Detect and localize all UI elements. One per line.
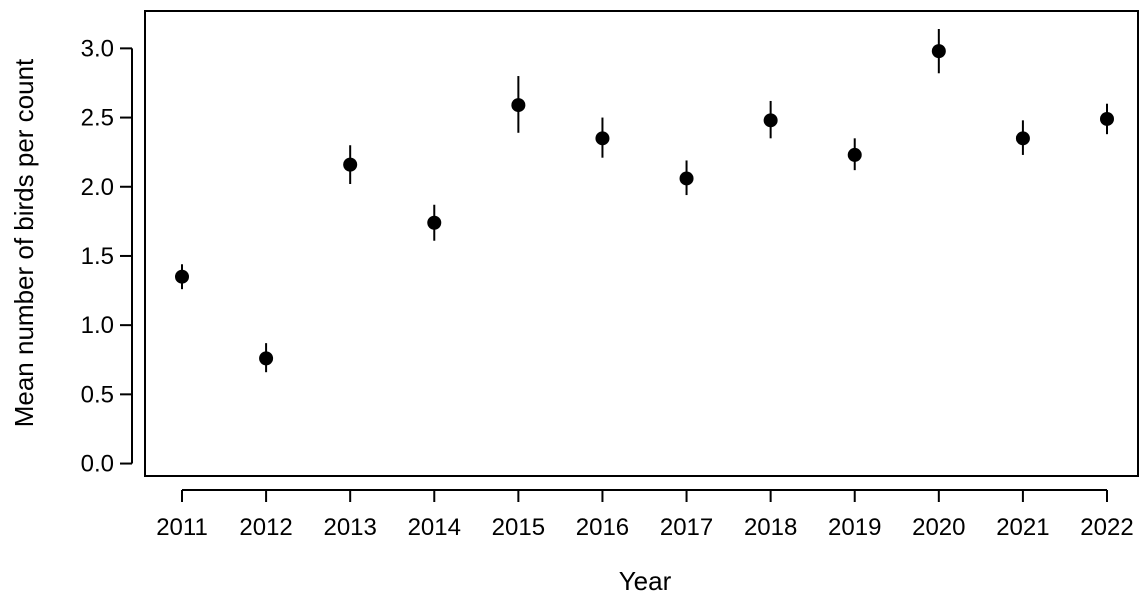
x-tick-label: 2014	[408, 514, 461, 541]
x-tick-label: 2021	[996, 514, 1049, 541]
y-tick-label: 3.0	[81, 35, 114, 62]
data-point	[763, 113, 778, 128]
data-point	[259, 351, 274, 366]
y-tick-label: 0.0	[81, 451, 114, 478]
data-point	[1100, 111, 1114, 126]
y-tick-label: 0.5	[81, 381, 114, 408]
x-axis-title: Year	[619, 566, 672, 596]
y-tick-label: 2.0	[81, 174, 114, 201]
x-tick-label: 2015	[492, 514, 545, 541]
y-tick-label: 1.0	[81, 312, 114, 339]
data-point	[511, 98, 526, 113]
plot-frame	[144, 10, 1139, 477]
x-tick-label: 2018	[744, 514, 797, 541]
x-axis: 2011 2012 2013 2014 2015 2016 2017 2018 2019 2020…	[156, 489, 1134, 541]
y-axis: 0.0 0.5 1.0 1.5 2.0 2.5 3.0	[81, 35, 133, 478]
y-tick-label: 2.5	[81, 105, 114, 132]
x-tick-label: 2019	[828, 514, 881, 541]
data-point	[595, 131, 610, 146]
data-point	[931, 44, 946, 59]
data-point	[847, 147, 862, 162]
x-tick-label: 2017	[660, 514, 713, 541]
x-tick-label: 2011	[156, 514, 208, 541]
data-point	[343, 157, 358, 172]
data-series	[175, 28, 1114, 373]
data-point	[1015, 131, 1030, 146]
x-tick-label: 2016	[576, 514, 629, 541]
x-tick-label: 2012	[239, 514, 292, 541]
data-point	[679, 171, 694, 186]
x-tick-label: 2020	[912, 514, 965, 541]
data-point	[427, 215, 442, 230]
y-tick-label: 1.5	[81, 243, 114, 270]
x-tick-label: 2022	[1080, 514, 1133, 541]
data-point	[175, 269, 189, 284]
y-axis-title: Mean number of birds per count	[9, 58, 39, 427]
x-tick-label: 2013	[323, 514, 376, 541]
